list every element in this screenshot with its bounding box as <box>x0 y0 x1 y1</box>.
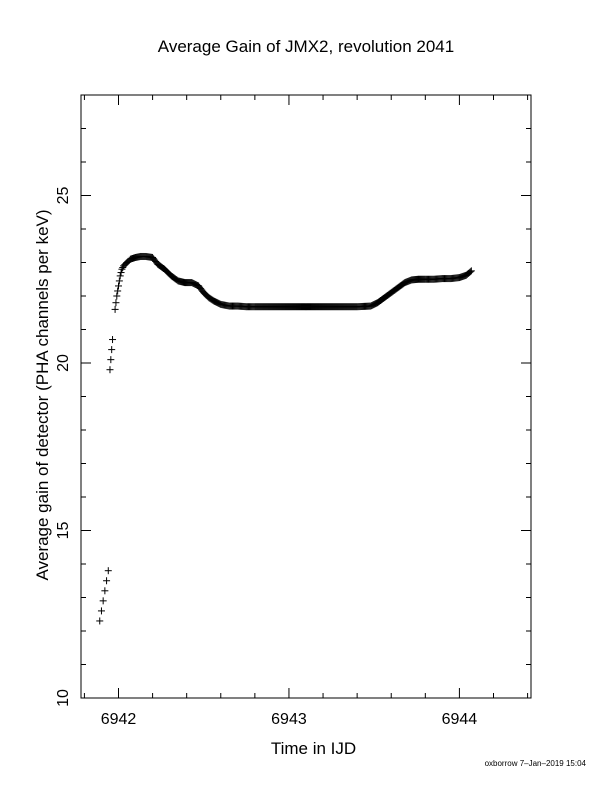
data-point <box>113 292 121 300</box>
x-tick-label: 6943 <box>271 711 307 728</box>
y-tick-label: 25 <box>55 187 72 205</box>
x-tick-label: 6944 <box>442 711 478 728</box>
data-point <box>108 346 116 354</box>
data-point <box>106 366 114 374</box>
data-point <box>118 265 126 273</box>
data-point <box>101 587 109 595</box>
tick-labels: 6942 6943 6944 10 15 20 25 <box>55 187 477 729</box>
plot-frame <box>80 94 532 699</box>
data-point <box>99 597 107 605</box>
data-point <box>467 267 475 275</box>
axis-ticks <box>81 94 531 699</box>
data-point <box>96 617 104 625</box>
x-axis-label: Time in IJD <box>270 739 357 758</box>
footer-stamp: oxborrow 7–Jan–2019 15:04 <box>484 759 586 768</box>
x-tick-label: 6942 <box>101 711 137 728</box>
data-point <box>104 567 112 575</box>
data-point <box>109 336 117 344</box>
data-point <box>466 268 474 276</box>
data-point <box>116 272 124 280</box>
data-point <box>115 282 122 290</box>
chart-title: Average Gain of JMX2, revolution 2041 <box>157 37 455 56</box>
y-tick-label: 15 <box>55 522 72 540</box>
data-point <box>97 607 105 615</box>
data-point <box>103 577 111 585</box>
data-point <box>111 305 119 313</box>
data-point <box>114 287 122 295</box>
y-tick-label: 20 <box>55 354 72 372</box>
data-point <box>117 269 125 277</box>
data-point <box>107 356 115 364</box>
y-axis-label: Average gain of detector (PHA channels p… <box>33 209 52 581</box>
data-points <box>96 252 475 625</box>
y-tick-label: 10 <box>55 689 72 707</box>
data-point <box>115 277 123 285</box>
data-point <box>112 299 120 307</box>
